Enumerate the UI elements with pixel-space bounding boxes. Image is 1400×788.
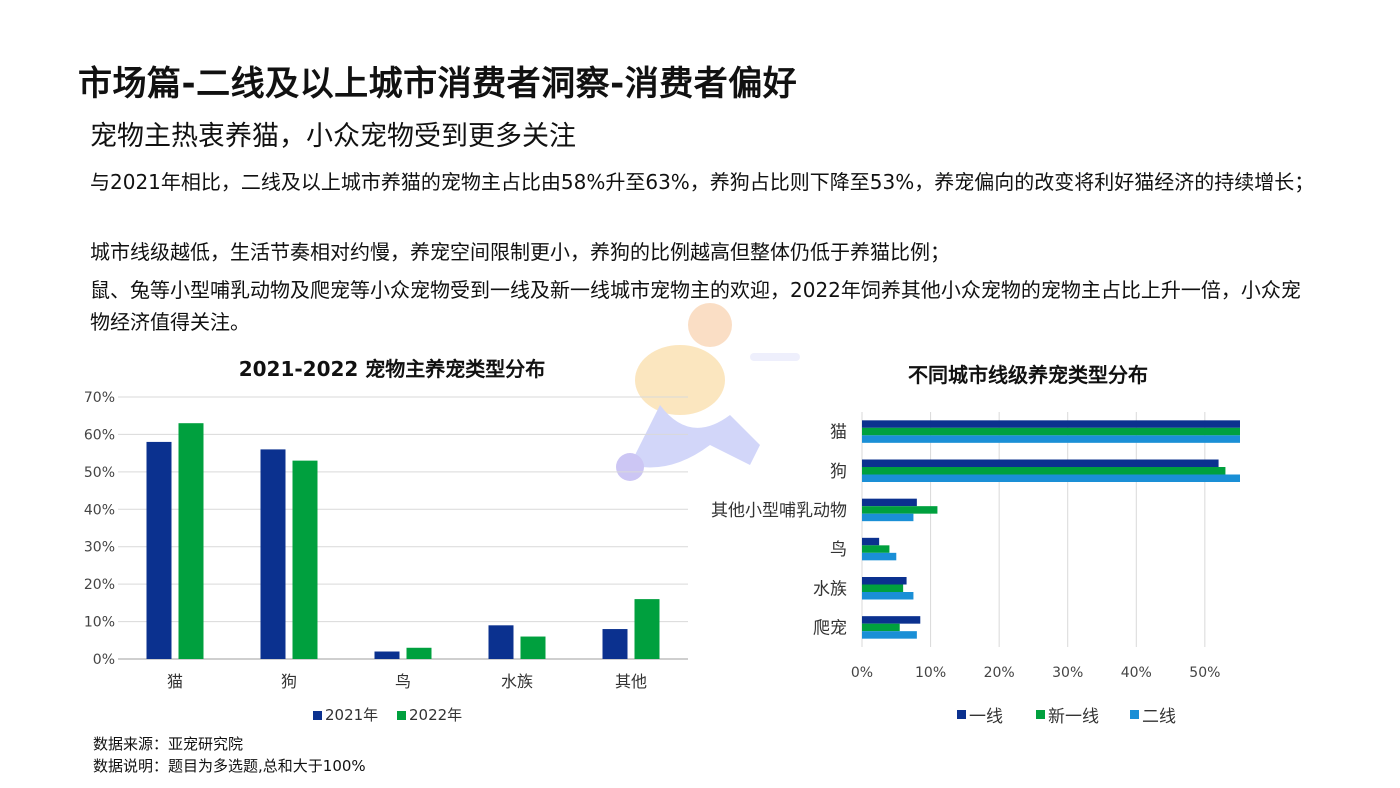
legend-label: 新一线 — [1048, 707, 1099, 727]
x-axis-ticks: 0%10%20%30%40%50%60%70% — [851, 665, 1221, 681]
y-category-label: 鸟 — [830, 540, 847, 560]
bar-一线-其他小型哺乳动物 — [862, 498, 917, 507]
bar-新一线-水族 — [862, 584, 904, 592]
legend-label: 2021年 — [325, 706, 378, 724]
x-tick-label: 狗 — [281, 672, 297, 691]
bar-二线-狗 — [862, 474, 1240, 482]
bar-二线-猫 — [862, 435, 1240, 443]
legend-swatch-新一线 — [1036, 710, 1045, 719]
insight-paragraph-3: 鼠、兔等小型哺乳动物及爬宠等小众宠物受到一线及新一线城市宠物主的欢迎，2022年… — [90, 278, 1301, 334]
legend-label: 二线 — [1142, 707, 1176, 727]
bar-2022年-狗 — [292, 460, 318, 659]
y-category-label: 猫 — [830, 423, 847, 443]
chart-title: 2021-2022 宠物主养宠类型分布 — [239, 357, 546, 381]
y-category-label: 爬宠 — [813, 618, 847, 638]
data-note: 数据说明：题目为多选题,总和大于100% — [93, 757, 366, 775]
legend-swatch-一线 — [957, 710, 966, 719]
x-tick-label: 鸟 — [395, 672, 411, 691]
legend: 一线 新一线 二线 — [957, 707, 1176, 727]
y-category-label: 水族 — [813, 579, 847, 599]
y-category-label: 其他小型哺乳动物 — [711, 501, 847, 521]
y-axis-ticks: 0% 10% 20% 30% 40% 50% 60% 70% — [84, 390, 115, 668]
x-axis-ticks: 猫 狗 鸟 水族 其他 — [167, 672, 647, 691]
x-tick-label: 20% — [984, 665, 1015, 681]
x-tick-label: 0% — [851, 665, 873, 681]
y-tick-label: 60% — [84, 427, 115, 443]
insight-paragraph-1: 与2021年相比，二线及以上城市养猫的宠物主占比由58%升至63%，养狗占比则下… — [90, 170, 1315, 194]
bar-一线-爬宠 — [862, 616, 921, 624]
y-tick-label: 70% — [84, 390, 115, 406]
bar-一线-水族 — [862, 577, 907, 585]
x-tick-label: 水族 — [501, 672, 533, 691]
insight-paragraph-2: 城市线级越低，生活节奏相对约慢，养宠空间限制更小，养狗的比例越高但整体仍低于养猫… — [90, 240, 950, 264]
bar-新一线-爬宠 — [862, 623, 900, 632]
x-tick-label: 其他 — [615, 672, 647, 691]
y-category-label: 狗 — [830, 462, 847, 482]
y-tick-label: 0% — [93, 652, 115, 668]
legend-label: 一线 — [969, 707, 1003, 727]
x-tick-label: 30% — [1052, 665, 1083, 681]
bar-一线-鸟 — [862, 537, 880, 546]
pet-type-distribution-chart: 2021-2022 宠物主养宠类型分布 0% 10% 20% 30% 40% 50% 60%… — [84, 357, 688, 724]
bar-2022年-猫 — [178, 423, 204, 659]
bar-2021年-鸟 — [374, 651, 400, 659]
bar-二线-其他小型哺乳动物 — [862, 513, 914, 522]
legend-label: 2022年 — [409, 706, 462, 724]
page-subtitle: 宠物主热衷养猫，小众宠物受到更多关注 — [90, 121, 576, 152]
bar-二线-鸟 — [862, 552, 897, 561]
legend: 2021年 2022年 — [313, 706, 462, 724]
decorative-figure-illustration — [616, 303, 800, 481]
bar-2022年-鸟 — [406, 647, 432, 659]
bar-一线-狗 — [862, 459, 1219, 467]
bar-新一线-鸟 — [862, 545, 890, 553]
legend-swatch-二线 — [1130, 710, 1139, 719]
bars — [146, 423, 660, 659]
page-title: 市场篇-二线及以上城市消费者洞察-消费者偏好 — [78, 64, 798, 104]
y-tick-label: 40% — [84, 502, 115, 518]
y-tick-label: 50% — [84, 465, 115, 481]
y-tick-label: 10% — [84, 615, 115, 631]
legend-swatch-2022年 — [397, 711, 406, 720]
bar-新一线-其他小型哺乳动物 — [862, 506, 938, 514]
gridlines — [861, 412, 1206, 647]
bar-2022年-其他 — [634, 599, 660, 659]
x-tick-label: 猫 — [167, 672, 183, 691]
y-tick-label: 30% — [84, 540, 115, 556]
bar-新一线-狗 — [862, 467, 1226, 475]
bars — [862, 420, 1240, 639]
bar-二线-爬宠 — [862, 631, 917, 639]
bar-2022年-水族 — [520, 636, 546, 659]
bar-一线-猫 — [862, 420, 1240, 428]
y-tick-label: 20% — [84, 577, 115, 593]
city-tier-pet-type-chart: 不同城市线级养宠类型分布 0%10%20%30%40%50%60%70% 猫狗其… — [711, 363, 1240, 727]
bar-二线-水族 — [862, 592, 914, 600]
bar-2021年-猫 — [146, 441, 172, 659]
chart-title: 不同城市线级养宠类型分布 — [908, 363, 1148, 387]
bar-2021年-其他 — [602, 629, 628, 659]
bar-2021年-狗 — [260, 449, 286, 659]
bar-2021年-水族 — [488, 625, 514, 659]
legend-swatch-2021年 — [313, 711, 322, 720]
data-source: 数据来源：亚宠研究院 — [93, 735, 244, 753]
x-tick-label: 40% — [1121, 665, 1152, 681]
bar-新一线-猫 — [862, 427, 1240, 436]
x-tick-label: 10% — [915, 665, 946, 681]
x-tick-label: 50% — [1189, 665, 1220, 681]
gridlines — [118, 396, 688, 660]
